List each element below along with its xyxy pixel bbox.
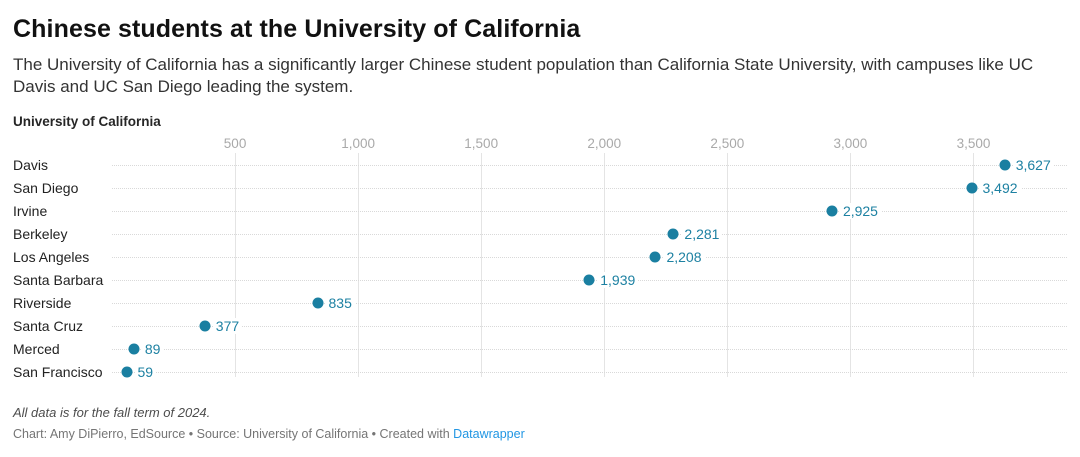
data-dot [121, 366, 133, 377]
chart-rows: Davis 3,627 San Diego 3,492 Irvine 2,925 Berke… [13, 153, 1067, 383]
value-label: 2,281 [681, 225, 723, 242]
data-dot [649, 251, 661, 262]
gridline [235, 153, 237, 377]
value-label: 3,492 [979, 179, 1021, 196]
row-label: Davis [13, 156, 49, 173]
group-label: University of California [13, 114, 161, 129]
gridlines [13, 153, 1067, 377]
gridline [358, 153, 360, 377]
chart-row: Davis 3,627 [13, 153, 1067, 176]
chart-row: Irvine 2,925 [13, 199, 1067, 222]
row-label: Los Angeles [13, 248, 90, 265]
x-tick-label: 2,500 [710, 136, 745, 151]
chart-row: Santa Barbara 1,939 [13, 268, 1067, 291]
chart-row: San Francisco 59 [13, 360, 1067, 383]
value-label: 2,925 [839, 202, 881, 219]
footnote: All data is for the fall term of 2024. [13, 405, 211, 420]
row-dotted-line [112, 256, 1067, 258]
chart-row: Riverside 835 [13, 291, 1067, 314]
credit-text: Chart: Amy DiPierro, EdSource • Source: … [13, 427, 454, 441]
row-label: Merced [13, 340, 60, 357]
gridline [850, 153, 852, 377]
gridline [604, 153, 606, 377]
row-label: Santa Cruz [13, 317, 84, 334]
row-label: San Francisco [13, 363, 103, 380]
dot-plot: 500 1,000 1,500 2,000 2,500 3,000 3,500 Davis 3… [13, 131, 1067, 383]
chart-row: San Diego 3,492 [13, 176, 1067, 199]
data-dot [667, 228, 679, 239]
data-dot [199, 320, 211, 331]
datawrapper-link[interactable]: Datawrapper [453, 427, 525, 441]
data-dot [826, 205, 838, 216]
row-dotted-line [112, 187, 1067, 189]
x-tick-label: 3,000 [833, 136, 868, 151]
x-tick-label: 500 [223, 136, 247, 151]
value-label: 835 [325, 294, 355, 311]
row-plot-area: 2,281 [112, 222, 1067, 245]
x-tick-label: 1,000 [341, 136, 376, 151]
row-plot-area: 3,492 [112, 176, 1067, 199]
row-plot-area: 3,627 [112, 153, 1067, 176]
gridline [973, 153, 975, 377]
data-dot [128, 343, 140, 354]
row-label: San Diego [13, 179, 79, 196]
chart-title: Chinese students at the University of Ca… [13, 15, 581, 43]
row-label: Berkeley [13, 225, 68, 242]
row-dotted-line [112, 371, 1067, 373]
value-label: 1,939 [597, 271, 639, 288]
row-label: Santa Barbara [13, 271, 104, 288]
gridline [727, 153, 729, 377]
chart-row: Santa Cruz 377 [13, 314, 1067, 337]
row-dotted-line [112, 302, 1067, 304]
chart-row: Los Angeles 2,208 [13, 245, 1067, 268]
data-dot [966, 182, 977, 193]
data-dot [999, 159, 1011, 170]
row-plot-area: 1,939 [112, 268, 1067, 291]
x-tick-label: 2,000 [587, 136, 622, 151]
value-label: 3,627 [1012, 156, 1054, 173]
gridline [481, 153, 483, 377]
row-plot-area: 835 [112, 291, 1067, 314]
row-plot-area: 2,925 [112, 199, 1067, 222]
row-label: Riverside [13, 294, 72, 311]
row-dotted-line [112, 164, 1067, 166]
x-tick-label: 1,500 [464, 136, 499, 151]
row-dotted-line [112, 348, 1067, 350]
row-plot-area: 59 [112, 360, 1067, 383]
row-plot-area: 377 [112, 314, 1067, 337]
value-label: 2,208 [663, 248, 705, 265]
chart-row: Merced 89 [13, 337, 1067, 360]
row-dotted-line [112, 233, 1067, 235]
value-label: 89 [141, 340, 164, 357]
chart-subtitle: The University of California has a signi… [13, 55, 1034, 96]
row-plot-area: 89 [112, 337, 1067, 360]
chart-row: Berkeley 2,281 [13, 222, 1067, 245]
row-dotted-line [112, 210, 1067, 212]
data-dot [312, 297, 324, 308]
x-axis: 500 1,000 1,500 2,000 2,500 3,000 3,500 [13, 131, 1067, 153]
value-label: 377 [212, 317, 243, 334]
row-label: Irvine [13, 202, 48, 219]
credit-line: Chart: Amy DiPierro, EdSource • Source: … [13, 427, 1067, 441]
row-plot-area: 2,208 [112, 245, 1067, 268]
value-label: 59 [134, 363, 157, 380]
data-dot [583, 274, 595, 285]
row-dotted-line [112, 325, 1067, 327]
x-tick-label: 3,500 [956, 136, 991, 151]
